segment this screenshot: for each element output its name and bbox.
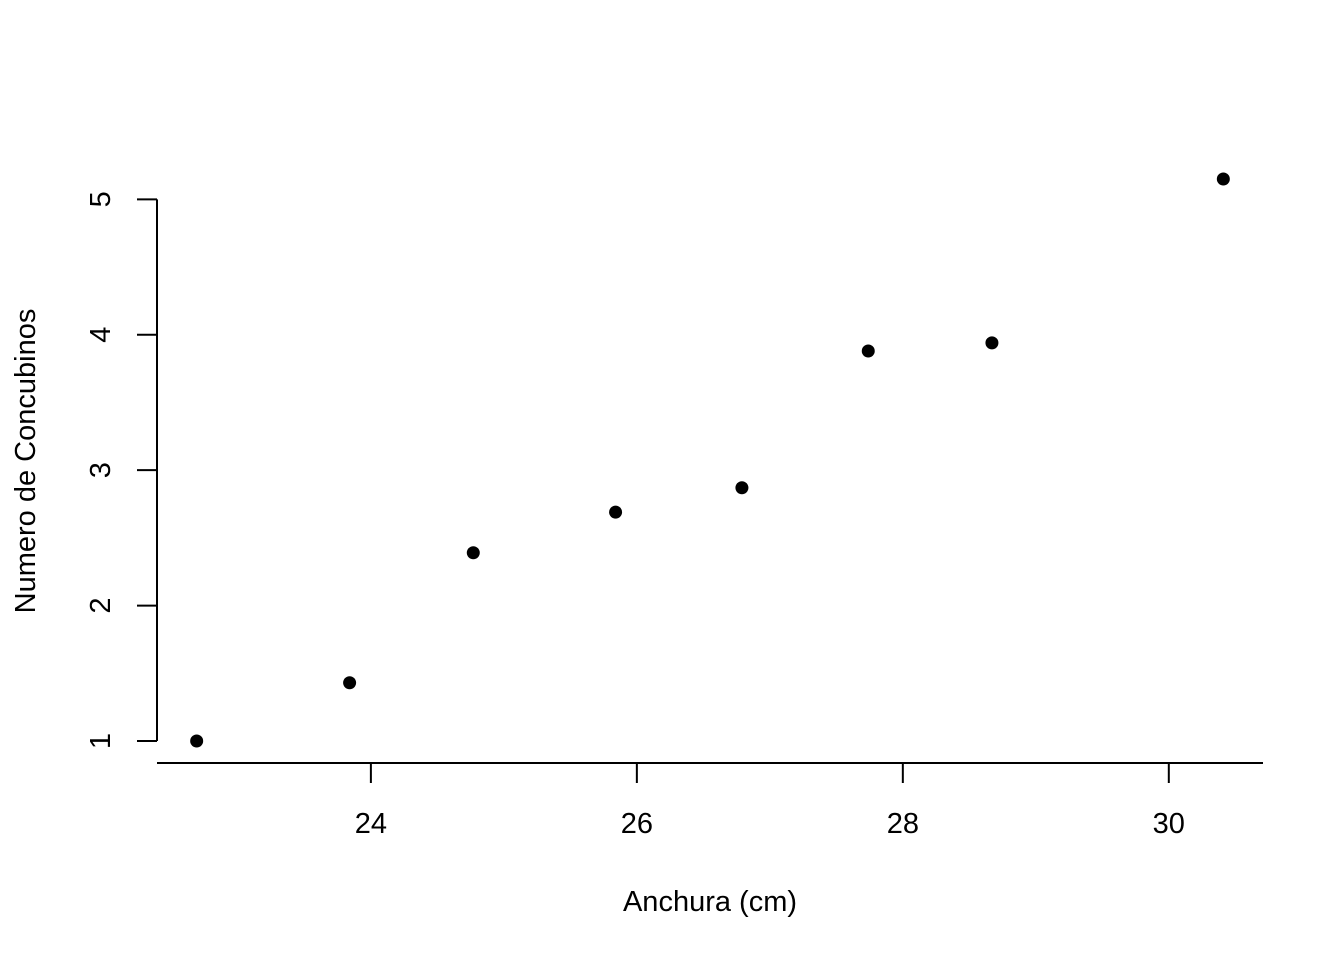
y-tick-label: 5: [85, 191, 117, 207]
data-points: [190, 172, 1230, 748]
x-tick-label: 26: [621, 808, 653, 840]
x-tick-label: 28: [887, 808, 919, 840]
data-point: [190, 734, 204, 748]
y-tick-label: 1: [85, 733, 117, 749]
y-tick-label: 3: [85, 462, 117, 478]
x-tick-label: 24: [355, 808, 387, 840]
data-point: [343, 676, 357, 690]
y-tick-label: 4: [85, 327, 117, 343]
data-point: [466, 546, 480, 560]
y-tick-label: 2: [85, 598, 117, 614]
x-axis-label: Anchura (cm): [623, 886, 797, 918]
data-point: [609, 505, 623, 519]
data-point: [1216, 172, 1230, 186]
data-point: [861, 344, 875, 358]
x-axis-ticks: 24 26 28 30: [355, 763, 1185, 840]
x-tick-label: 30: [1153, 808, 1185, 840]
data-point: [735, 481, 749, 495]
y-axis-ticks: 1 2 3 4 5: [85, 191, 157, 749]
axes: [156, 199, 1263, 764]
y-axis-label: Numero de Concubinos: [10, 309, 42, 614]
data-point: [985, 336, 999, 350]
